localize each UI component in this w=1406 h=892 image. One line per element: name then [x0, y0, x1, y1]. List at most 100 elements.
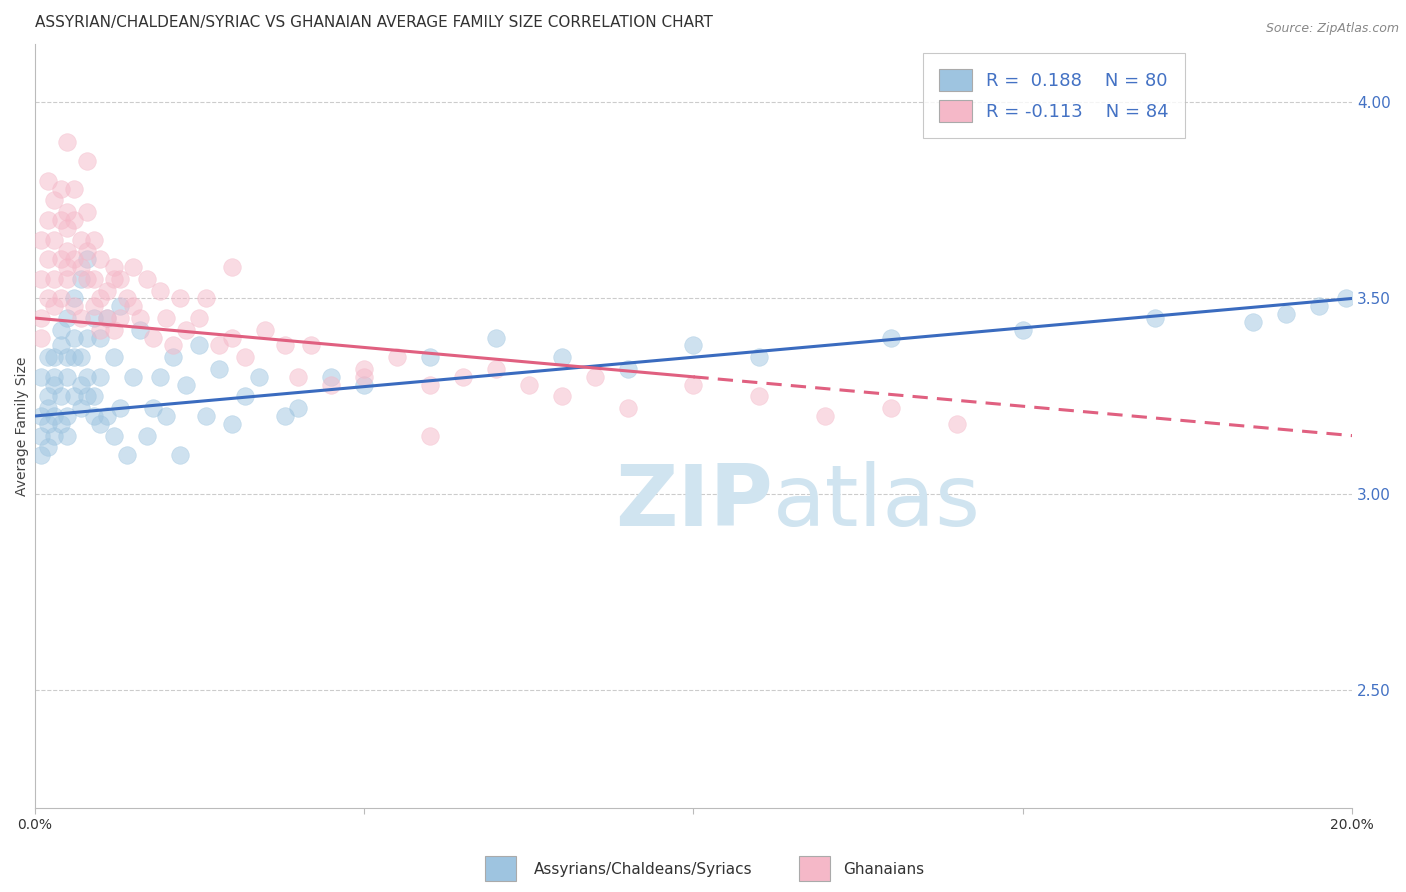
Point	[169, 448, 191, 462]
Point	[89, 331, 111, 345]
Legend: R =  0.188    N = 80, R = -0.113    N = 84: R = 0.188 N = 80, R = -0.113 N = 84	[924, 53, 1185, 138]
Point	[319, 369, 342, 384]
Point	[108, 311, 131, 326]
Point	[89, 252, 111, 267]
Point	[49, 323, 72, 337]
Point	[103, 323, 125, 337]
Point	[44, 377, 66, 392]
Point	[56, 428, 79, 442]
Point	[616, 362, 638, 376]
Point	[56, 260, 79, 274]
Point	[44, 350, 66, 364]
Point	[748, 350, 770, 364]
Point	[37, 174, 59, 188]
Text: ASSYRIAN/CHALDEAN/SYRIAC VS GHANAIAN AVERAGE FAMILY SIZE CORRELATION CHART: ASSYRIAN/CHALDEAN/SYRIAC VS GHANAIAN AVE…	[35, 15, 713, 30]
Point	[37, 213, 59, 227]
Point	[44, 428, 66, 442]
Point	[517, 377, 540, 392]
Point	[353, 377, 375, 392]
Point	[274, 409, 297, 423]
Point	[142, 401, 165, 416]
Point	[419, 350, 441, 364]
Point	[1275, 307, 1298, 321]
Point	[56, 409, 79, 423]
Point	[83, 389, 105, 403]
Point	[235, 350, 257, 364]
Point	[49, 292, 72, 306]
Point	[63, 299, 86, 313]
Point	[103, 428, 125, 442]
Point	[63, 389, 86, 403]
Point	[37, 252, 59, 267]
Point	[76, 272, 98, 286]
Point	[76, 331, 98, 345]
Point	[37, 350, 59, 364]
Point	[169, 292, 191, 306]
Point	[103, 272, 125, 286]
Point	[1308, 299, 1330, 313]
Point	[419, 377, 441, 392]
Point	[63, 331, 86, 345]
Point	[247, 369, 270, 384]
Point	[37, 292, 59, 306]
Point	[69, 350, 91, 364]
Point	[63, 252, 86, 267]
Point	[49, 252, 72, 267]
Point	[83, 299, 105, 313]
Point	[30, 369, 52, 384]
Point	[89, 323, 111, 337]
Point	[69, 377, 91, 392]
Point	[49, 213, 72, 227]
Point	[162, 350, 184, 364]
Point	[83, 311, 105, 326]
Point	[274, 338, 297, 352]
Text: ZIP: ZIP	[614, 461, 772, 544]
Point	[37, 441, 59, 455]
Point	[89, 369, 111, 384]
Point	[89, 292, 111, 306]
Point	[83, 272, 105, 286]
Point	[485, 331, 508, 345]
Point	[49, 338, 72, 352]
Point	[56, 369, 79, 384]
Point	[880, 401, 903, 416]
Point	[880, 331, 903, 345]
Point	[122, 369, 145, 384]
Point	[682, 338, 704, 352]
Point	[319, 377, 342, 392]
Point	[1143, 311, 1166, 326]
Point	[89, 417, 111, 431]
Point	[83, 409, 105, 423]
Point	[56, 350, 79, 364]
Text: Source: ZipAtlas.com: Source: ZipAtlas.com	[1265, 22, 1399, 36]
Point	[1011, 323, 1033, 337]
Point	[748, 389, 770, 403]
Point	[174, 323, 197, 337]
Point	[103, 260, 125, 274]
Point	[451, 369, 474, 384]
Point	[188, 338, 211, 352]
Point	[44, 409, 66, 423]
Point	[208, 362, 231, 376]
Point	[56, 244, 79, 259]
Point	[44, 299, 66, 313]
Point	[353, 369, 375, 384]
Point	[37, 389, 59, 403]
Point	[37, 417, 59, 431]
Point	[96, 409, 118, 423]
Point	[1334, 292, 1357, 306]
Point	[419, 428, 441, 442]
Point	[485, 362, 508, 376]
Point	[69, 260, 91, 274]
Point	[550, 389, 572, 403]
Point	[299, 338, 322, 352]
Point	[63, 292, 86, 306]
Point	[96, 284, 118, 298]
Point	[221, 260, 243, 274]
Point	[135, 428, 157, 442]
Point	[56, 272, 79, 286]
Point	[108, 272, 131, 286]
Point	[49, 389, 72, 403]
Point	[37, 401, 59, 416]
Point	[287, 369, 309, 384]
